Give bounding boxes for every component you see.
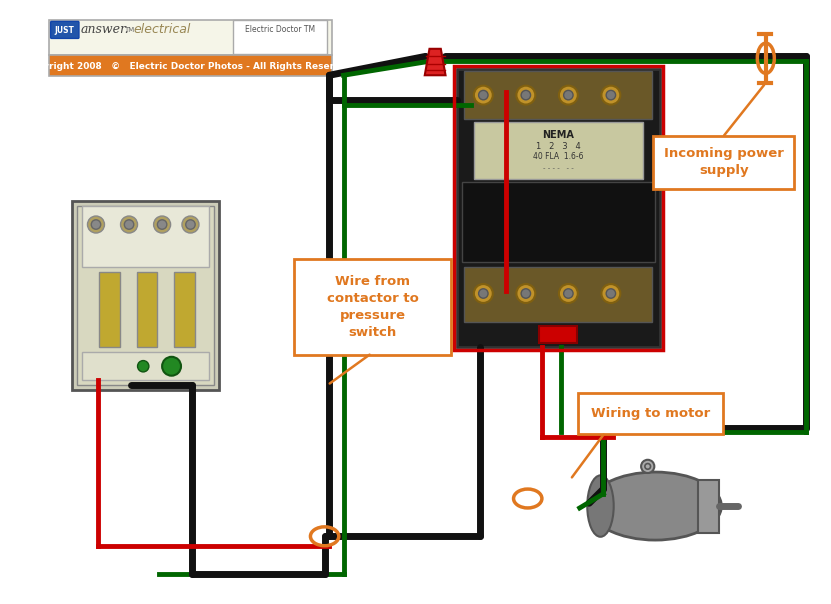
Circle shape: [479, 289, 488, 298]
Circle shape: [87, 216, 105, 233]
FancyBboxPatch shape: [175, 272, 195, 347]
FancyBboxPatch shape: [77, 205, 214, 385]
FancyBboxPatch shape: [457, 69, 660, 347]
Circle shape: [641, 460, 654, 473]
Circle shape: [559, 86, 578, 104]
FancyBboxPatch shape: [539, 326, 577, 342]
Text: JUST: JUST: [55, 27, 75, 36]
FancyBboxPatch shape: [474, 123, 643, 179]
Text: 1   2   3   4: 1 2 3 4: [536, 142, 581, 151]
Circle shape: [521, 91, 530, 100]
FancyBboxPatch shape: [461, 182, 656, 262]
Ellipse shape: [588, 475, 614, 537]
Circle shape: [474, 284, 493, 303]
Circle shape: [162, 357, 181, 376]
Text: - - - -   - -: - - - - - -: [543, 165, 574, 171]
Circle shape: [138, 361, 149, 372]
Circle shape: [606, 289, 616, 298]
Circle shape: [182, 216, 199, 233]
Text: answer.: answer.: [81, 24, 130, 36]
Text: TM: TM: [125, 27, 135, 33]
FancyBboxPatch shape: [465, 71, 652, 119]
FancyBboxPatch shape: [81, 352, 209, 381]
Circle shape: [516, 86, 535, 104]
FancyBboxPatch shape: [698, 480, 719, 533]
Circle shape: [125, 220, 134, 230]
Circle shape: [602, 284, 620, 303]
Circle shape: [563, 289, 573, 298]
FancyBboxPatch shape: [653, 136, 794, 188]
Polygon shape: [425, 49, 445, 76]
FancyBboxPatch shape: [49, 56, 332, 76]
Circle shape: [120, 216, 138, 233]
Circle shape: [516, 284, 535, 303]
Circle shape: [559, 284, 578, 303]
FancyBboxPatch shape: [81, 205, 209, 267]
Text: Incoming power
supply: Incoming power supply: [664, 147, 784, 177]
Ellipse shape: [589, 472, 721, 540]
FancyBboxPatch shape: [51, 21, 79, 39]
FancyBboxPatch shape: [49, 19, 332, 56]
FancyBboxPatch shape: [578, 393, 723, 434]
Circle shape: [521, 289, 530, 298]
Text: Electric Doctor TM: Electric Doctor TM: [245, 25, 315, 34]
Circle shape: [157, 220, 167, 230]
Circle shape: [154, 216, 170, 233]
FancyBboxPatch shape: [99, 272, 120, 347]
Circle shape: [185, 220, 195, 230]
Circle shape: [602, 86, 620, 104]
Circle shape: [91, 220, 101, 230]
Text: Wire from
contactor to
pressure
switch: Wire from contactor to pressure switch: [327, 275, 419, 339]
Text: 40 FLA  1.6-6: 40 FLA 1.6-6: [534, 152, 583, 161]
Circle shape: [479, 91, 488, 100]
Circle shape: [606, 91, 616, 100]
Circle shape: [474, 86, 493, 104]
Circle shape: [563, 91, 573, 100]
FancyBboxPatch shape: [72, 201, 219, 390]
FancyBboxPatch shape: [233, 21, 327, 54]
Text: NEMA: NEMA: [543, 130, 574, 140]
Text: electrical: electrical: [134, 24, 191, 36]
Text: Copyright 2008   ©   Electric Doctor Photos - All Rights Reserved: Copyright 2008 © Electric Doctor Photos …: [24, 62, 353, 71]
FancyBboxPatch shape: [465, 267, 652, 322]
Text: Wiring to motor: Wiring to motor: [591, 407, 711, 420]
FancyBboxPatch shape: [136, 272, 157, 347]
FancyBboxPatch shape: [294, 259, 451, 355]
